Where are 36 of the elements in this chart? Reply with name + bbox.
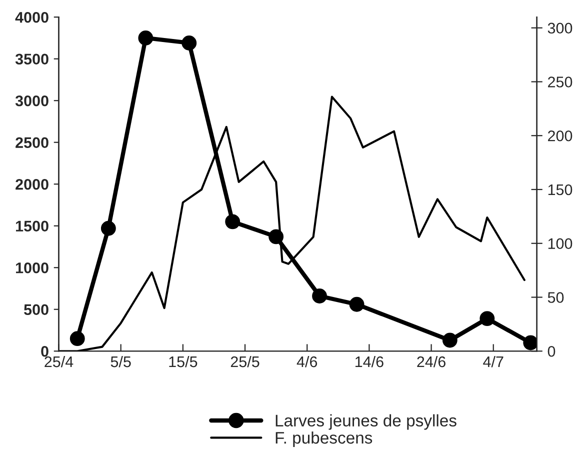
y-tick-label: 2500	[16, 137, 48, 148]
y-tick-label: 1500	[16, 220, 48, 232]
y2-tick-label: 0	[548, 346, 556, 357]
y-tick-label: 0	[41, 346, 48, 357]
point	[523, 335, 537, 350]
point	[312, 288, 327, 304]
y2-tick-label: 150	[548, 184, 572, 196]
y-tick-label: 4000	[15, 12, 48, 23]
x-tick-label: 25/4	[44, 356, 74, 368]
x-tick-label: 5/5	[110, 356, 131, 368]
x-tick-label: 25/5	[230, 356, 260, 368]
y-tick-label: 500	[24, 304, 48, 316]
point	[138, 30, 154, 46]
x-tick-label: 15/5	[169, 356, 198, 368]
y-tick-label: 2000	[16, 178, 48, 190]
y2-tick-label: 50	[548, 292, 564, 303]
y2-tick-label: 100	[548, 238, 572, 250]
y-tick-label: 3500	[15, 54, 48, 65]
x-tick-label: 14/6	[355, 356, 384, 368]
y-tick-label: 1000	[16, 262, 48, 274]
y2-tick-label: 250	[548, 76, 572, 88]
y-tick-label: 3000	[15, 95, 48, 106]
x-tick-label: 4/7	[483, 356, 504, 368]
point	[442, 332, 458, 348]
y2-tick-label: 300	[548, 22, 572, 34]
point	[182, 36, 197, 50]
point	[70, 331, 85, 346]
point	[100, 220, 116, 236]
legend-label: F. pubescens	[276, 431, 372, 447]
x-tick-label: 4/6	[296, 356, 318, 368]
point	[349, 296, 364, 312]
y2-tick-label: 200	[548, 130, 572, 142]
point	[225, 214, 240, 230]
x-tick-label: 24/6	[417, 356, 446, 368]
legend-label: Larves jeunes de psylles	[276, 414, 456, 430]
point	[480, 311, 495, 326]
